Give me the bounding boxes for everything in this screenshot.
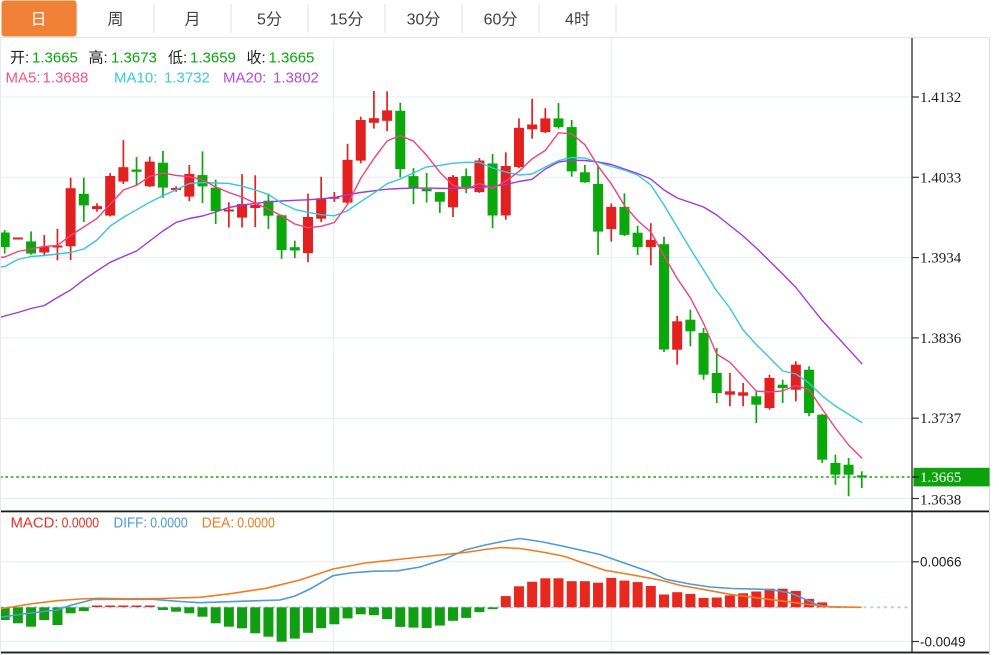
svg-text:0.0000: 0.0000 <box>237 516 275 532</box>
svg-text:收:: 收: <box>247 50 266 67</box>
svg-text:MA20:: MA20: <box>223 70 266 87</box>
svg-text:1.4132: 1.4132 <box>920 90 961 106</box>
svg-text:周: 周 <box>107 12 123 29</box>
svg-text:1.3732: 1.3732 <box>164 70 210 87</box>
svg-text:DEA:: DEA: <box>202 516 234 532</box>
svg-text:日: 日 <box>30 12 46 29</box>
svg-text:0.0000: 0.0000 <box>62 516 100 532</box>
svg-text:1.3638: 1.3638 <box>920 493 961 509</box>
svg-text:1.3665: 1.3665 <box>269 50 315 67</box>
svg-text:1.3665: 1.3665 <box>920 470 961 486</box>
svg-text:开:: 开: <box>10 50 29 67</box>
svg-text:1.3934: 1.3934 <box>920 251 962 267</box>
svg-text:60分: 60分 <box>484 11 518 29</box>
svg-text:0.0000: 0.0000 <box>150 516 188 532</box>
svg-text:1.3737: 1.3737 <box>920 411 962 427</box>
svg-text:MA10:: MA10: <box>114 70 157 87</box>
svg-text:5分: 5分 <box>257 11 282 29</box>
svg-text:MACD:: MACD: <box>11 516 59 532</box>
svg-text:低:: 低: <box>168 50 187 67</box>
svg-text:DIFF:: DIFF: <box>114 516 148 532</box>
svg-text:15分: 15分 <box>330 11 364 29</box>
svg-text:30分: 30分 <box>407 11 441 29</box>
svg-text:MA5:: MA5: <box>6 70 41 87</box>
svg-text:月: 月 <box>184 12 200 29</box>
svg-text:1.3688: 1.3688 <box>43 70 89 87</box>
svg-text:1.3673: 1.3673 <box>111 50 157 67</box>
svg-text:1.3802: 1.3802 <box>273 70 319 87</box>
svg-text:-0.0049: -0.0049 <box>920 633 966 649</box>
svg-text:0.0066: 0.0066 <box>920 554 962 570</box>
svg-text:4时: 4时 <box>565 11 590 29</box>
svg-text:1.3836: 1.3836 <box>920 331 962 347</box>
svg-text:高:: 高: <box>89 50 108 67</box>
svg-text:1.3659: 1.3659 <box>190 50 236 67</box>
svg-text:1.3665: 1.3665 <box>32 50 78 67</box>
svg-text:1.4033: 1.4033 <box>920 170 961 186</box>
